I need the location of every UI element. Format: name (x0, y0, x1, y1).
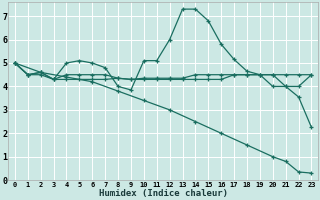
X-axis label: Humidex (Indice chaleur): Humidex (Indice chaleur) (99, 189, 228, 198)
